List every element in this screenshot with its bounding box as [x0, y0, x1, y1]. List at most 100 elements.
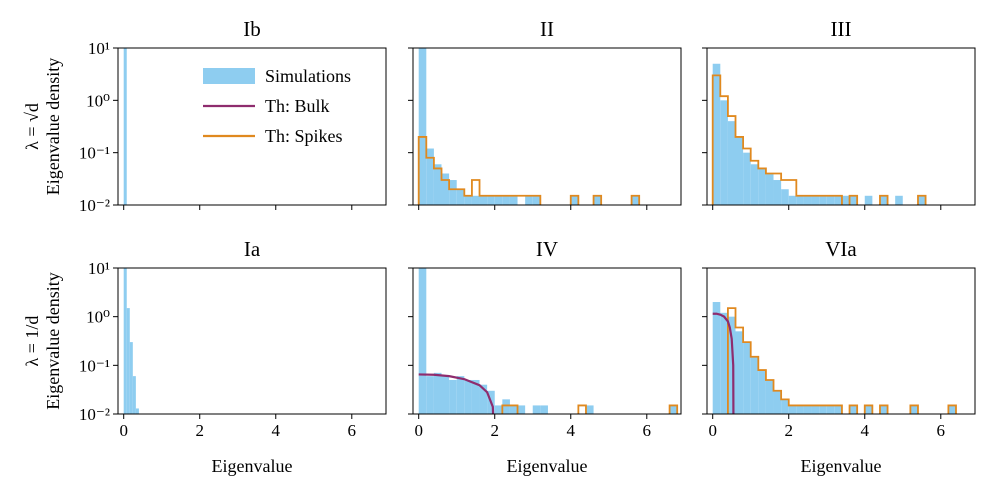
- hist-bar: [464, 195, 472, 205]
- x-tick-label: 6: [643, 421, 652, 440]
- hist-bar: [796, 405, 804, 414]
- hist-bar: [631, 195, 640, 205]
- hist-bar: [743, 152, 751, 205]
- x-tick-label: 4: [861, 421, 870, 440]
- x-axis-label: Eigenvalue: [212, 456, 293, 476]
- hist-bar: [418, 268, 427, 414]
- hist-bar: [910, 405, 918, 414]
- hist-bar: [570, 195, 579, 205]
- hist-bar: [879, 405, 888, 414]
- hist-bar: [129, 342, 133, 414]
- x-tick-label: 4: [567, 421, 576, 440]
- hist-bar: [433, 372, 442, 414]
- hist-bar: [781, 399, 789, 414]
- x-tick-label: 2: [490, 421, 499, 440]
- hist-bar: [727, 121, 736, 205]
- hist-bar: [123, 48, 127, 205]
- y-tick-label: 10⁻²: [79, 405, 110, 424]
- hist-bar: [135, 408, 139, 414]
- hist-bar: [841, 195, 850, 205]
- hist-bar: [449, 379, 457, 414]
- hist-bar: [727, 316, 736, 414]
- hist-bar: [811, 405, 820, 414]
- legend-label: Th: Spikes: [265, 126, 343, 146]
- y-axis-label: λ = √d: [22, 103, 42, 150]
- spike-step-line: [711, 74, 927, 205]
- hist-bar: [585, 405, 594, 414]
- hist-bar: [781, 189, 789, 205]
- hist-bar: [441, 376, 450, 414]
- hist-bar: [803, 195, 812, 205]
- subplot-title: II: [540, 17, 554, 41]
- hist-bar: [669, 405, 678, 414]
- plot-area: [418, 268, 679, 414]
- hist-bar: [449, 180, 457, 205]
- hist-bar: [765, 173, 774, 205]
- y-tick-label: 10⁰: [86, 91, 110, 110]
- plot-area: [417, 48, 641, 205]
- hist-bar: [826, 195, 835, 205]
- hist-bar: [509, 195, 518, 205]
- spike-step-line: [417, 136, 641, 205]
- hist-bar: [917, 195, 926, 205]
- hist-bar: [517, 405, 526, 414]
- y-tick-label: 10⁻²: [79, 196, 110, 215]
- hist-bar: [750, 164, 759, 205]
- bulk-line: [418, 373, 495, 414]
- x-axis-label: Eigenvalue: [507, 456, 588, 476]
- hist-bar: [418, 48, 427, 205]
- hist-bar: [796, 195, 804, 205]
- hist-bar: [540, 405, 548, 414]
- plot-area: [123, 268, 139, 414]
- bulk-line: [712, 312, 735, 414]
- axes-frame: [412, 267, 682, 415]
- hist-bar: [788, 195, 797, 205]
- hist-bar: [758, 370, 766, 414]
- x-tick-label: 0: [414, 421, 423, 440]
- hist-bar: [593, 195, 602, 205]
- hist-bar: [712, 302, 721, 414]
- subplot-title: Ia: [244, 237, 261, 261]
- subplot-title: Ib: [243, 17, 261, 41]
- hist-bar: [456, 376, 465, 414]
- hist-bar: [750, 356, 759, 414]
- hist-bar: [479, 384, 488, 414]
- hist-bar: [126, 308, 130, 414]
- hist-bar: [471, 379, 480, 414]
- hist-bar: [849, 195, 858, 205]
- hist-bar: [525, 195, 533, 205]
- x-tick-label: 2: [784, 421, 793, 440]
- hist-bar: [864, 195, 873, 205]
- hist-bar: [464, 379, 472, 414]
- hist-bar: [803, 405, 812, 414]
- legend-label: Simulations: [265, 66, 351, 86]
- hist-bar: [735, 136, 744, 205]
- hist-bar: [494, 405, 503, 414]
- hist-bar: [758, 168, 766, 205]
- hist-bar: [826, 405, 835, 414]
- hist-bar: [743, 342, 751, 414]
- hist-bar: [720, 312, 728, 414]
- hist-bar: [879, 195, 888, 205]
- y-tick-label: 10⁰: [86, 308, 110, 327]
- hist-bar: [132, 376, 136, 414]
- y-tick-label: 10¹: [88, 39, 110, 58]
- hist-bar: [426, 376, 434, 414]
- hist-bar: [773, 390, 782, 414]
- hist-bar: [765, 379, 774, 414]
- y-axis-label: λ = 1/d: [22, 316, 42, 367]
- hist-bar: [502, 195, 510, 205]
- legend-label: Th: Bulk: [265, 96, 330, 116]
- axes-frame: [412, 47, 682, 206]
- hist-bar: [441, 173, 450, 205]
- hist-bar: [834, 405, 842, 414]
- y-tick-label: 10¹: [88, 259, 110, 278]
- hist-bar: [811, 195, 820, 205]
- y-tick-label: 10⁻¹: [79, 356, 110, 375]
- y-axis-label: Eigenvalue density: [43, 58, 63, 195]
- hist-bar: [834, 195, 842, 205]
- plot-area: [123, 48, 127, 205]
- hist-bar: [532, 195, 541, 205]
- hist-bar: [433, 164, 442, 205]
